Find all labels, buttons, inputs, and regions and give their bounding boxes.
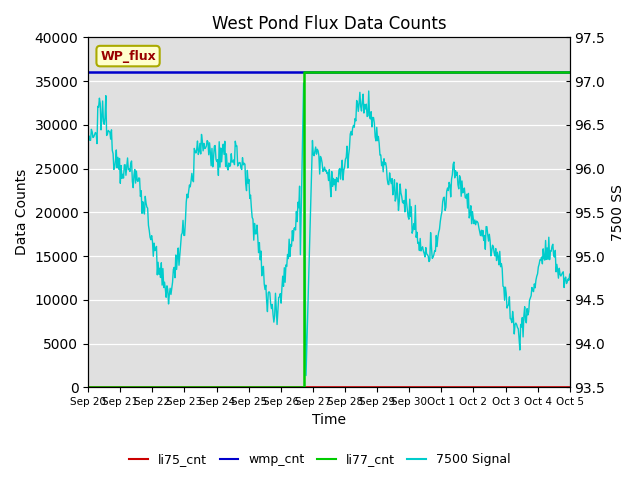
Y-axis label: Data Counts: Data Counts bbox=[15, 169, 29, 255]
X-axis label: Time: Time bbox=[312, 413, 346, 427]
Y-axis label: 7500 SS: 7500 SS bbox=[611, 184, 625, 241]
Text: WP_flux: WP_flux bbox=[100, 49, 156, 62]
Title: West Pond Flux Data Counts: West Pond Flux Data Counts bbox=[212, 15, 446, 33]
Legend: li75_cnt, wmp_cnt, li77_cnt, 7500 Signal: li75_cnt, wmp_cnt, li77_cnt, 7500 Signal bbox=[124, 448, 516, 471]
